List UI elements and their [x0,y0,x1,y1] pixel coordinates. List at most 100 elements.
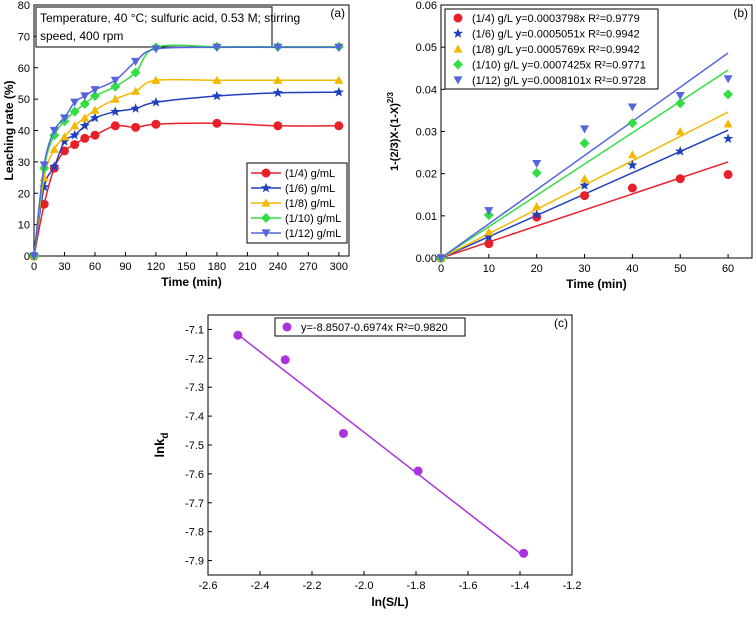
data-point [70,121,80,130]
panel-label: (b) [733,6,748,20]
data-point [273,43,283,52]
legend-label: (1/12) g/mL [285,228,341,240]
data-point [333,86,344,97]
y-axis-label: Leaching rate (%) [2,80,16,180]
y-tick-label: -7.4 [185,411,204,423]
data-point [150,96,161,107]
x-axis-label: ln(S/L) [371,595,408,609]
legend-marker [282,322,292,332]
data-point [131,57,141,66]
legend-marker [260,182,272,193]
data-point [580,191,590,201]
data-point [484,207,494,216]
data-point [531,167,542,178]
y-tick-label: 0 [24,251,30,263]
data-point [90,86,100,95]
panel-a: 0 30 60 90 120 150 180 210 240 270 300 0 10 20 30 40 50 6… [2,0,350,289]
data-point [131,86,141,95]
x-tick-label: 270 [299,261,317,273]
panel-label: (a) [330,6,345,20]
data-point [130,103,141,113]
legend-box [274,317,466,337]
legend-marker [261,198,271,207]
data-point [675,146,686,156]
data-point [580,174,590,183]
panel-c: -2.6 -2.4 -2.2 -2.0 -1.8 -1.6 -1.4 -1.2 -7.1 -7.2… [152,314,581,609]
data-point [110,121,120,131]
x-tick-label: 30 [58,261,70,273]
data-point [675,174,685,184]
data-point [532,202,542,211]
data-point [579,180,590,190]
data-point [80,113,90,122]
data-point [59,114,69,123]
x-tick-label: 120 [147,261,165,273]
data-point [131,122,141,132]
data-point [627,159,638,170]
y-tick-label: -7.6 [185,469,204,481]
y-tick-label: 10 [18,220,30,232]
data-point [90,130,100,140]
legend-label: (1/6) g/L y=0.0005051x R²=0.9942 [472,29,640,41]
data-point [69,129,80,140]
data-point [579,138,590,149]
data-point [151,75,161,84]
x-tick-label: 10 [483,263,495,275]
data-point [70,140,80,150]
data-point [436,254,446,263]
y-tick-label: 20 [18,188,30,200]
x-tick-label: -2.4 [251,580,270,592]
data-point [110,76,120,85]
legend-label: (1/12) g/L y=0.0008101x R²=0.9728 [472,75,646,87]
legend-label: (1/10) g/L y=0.0007425x R²=0.9771 [472,60,646,72]
y-axis-label: lnkd [152,433,171,458]
y-tick-label: -7.7 [185,498,204,510]
y-tick-label: -7.9 [185,556,204,568]
x-tick-label: -2.2 [303,580,322,592]
fit-line [234,331,526,558]
legend-label: (1/4) g/mL [285,168,335,180]
data-point [211,90,222,101]
data-point [334,121,344,131]
data-point [280,355,290,365]
y-tick-label: 40 [18,126,30,138]
y-tick-label: 0.02 [416,169,437,181]
x-tick-label: 90 [119,261,131,273]
x-tick-label: 30 [578,263,590,275]
legend-box [444,8,659,90]
data-point [273,121,283,131]
data-point [580,125,590,134]
x-axis-label: Time (min) [566,277,626,291]
data-point [130,67,141,78]
data-point [483,231,494,242]
x-axis-label: Time (min) [161,275,221,289]
data-point [723,133,734,143]
data-point [531,209,542,219]
x-tick-label: 0 [438,263,444,275]
data-point [212,75,222,84]
data-point [79,120,90,131]
data-point [723,75,733,84]
legend-marker [453,44,463,53]
legend-label: y=-8.8507-0.6974x R²=0.9820 [301,322,448,334]
x-tick-label: -1.6 [459,580,478,592]
data-point [70,98,80,107]
legend-label: (1/6) g/mL [285,183,335,195]
y-tick-label: 0.04 [416,84,437,96]
legend-marker [452,28,464,38]
data-point [627,103,637,112]
x-tick-label: 300 [330,261,348,273]
y-tick-label: 0.06 [416,0,437,12]
y-tick-label: -7.8 [185,527,204,539]
x-tick-label: 180 [208,261,226,273]
legend-marker [261,229,271,238]
fit-line [440,69,729,259]
legend-marker [261,213,271,223]
x-tick-label: 150 [177,261,195,273]
data-point [334,43,344,52]
x-tick-label: 210 [238,261,256,273]
x-tick-label: -2.0 [355,580,374,592]
data-point [519,548,529,558]
data-point [675,98,686,109]
